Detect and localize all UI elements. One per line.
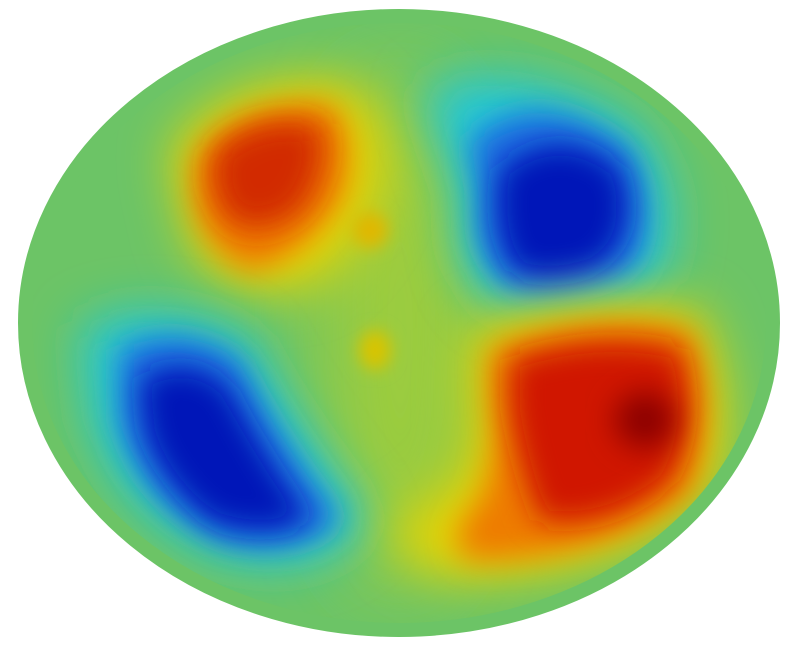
top-right-lobe xyxy=(420,76,672,313)
bottom-right-lobe xyxy=(396,303,727,580)
rim xyxy=(18,9,780,637)
top-left-lobe xyxy=(170,78,385,292)
bottom-left-lobe xyxy=(80,312,370,565)
spot xyxy=(352,212,388,248)
spot xyxy=(359,330,391,370)
